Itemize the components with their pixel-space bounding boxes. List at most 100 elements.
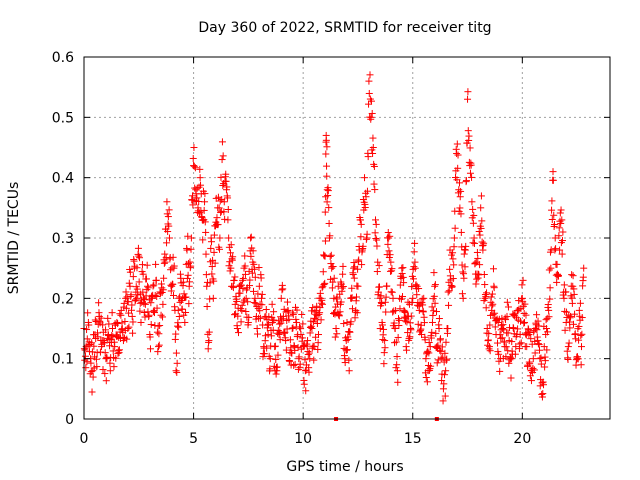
data-point [106,367,114,375]
data-point [367,113,375,121]
data-point [571,310,579,318]
data-point [382,293,390,301]
data-point [206,295,214,303]
data-point [247,234,255,242]
data-point [241,270,249,278]
data-point [274,327,282,335]
data-point [306,355,314,363]
data-point [365,77,373,85]
data-point [478,217,486,225]
data-point [214,221,222,229]
data-point [392,307,400,315]
data-point [486,321,494,329]
data-point [407,312,415,320]
data-point [580,264,588,272]
data-point [349,271,357,279]
data-point [207,238,215,246]
data-point [320,251,328,259]
data-point [462,177,470,185]
data-point [578,314,586,322]
data-point [476,231,484,239]
data-point [430,292,438,300]
data-point [450,234,458,242]
data-point [470,239,478,247]
data-point [428,303,436,311]
data-point [567,312,575,320]
data-point [163,198,171,206]
data-point [464,95,472,103]
data-point [175,323,183,331]
y-tick-label: 0.3 [52,231,74,247]
data-point [563,347,571,355]
data-point [110,363,118,371]
data-point [272,370,280,378]
data-point [129,318,137,326]
data-point [339,270,347,278]
data-point [521,300,529,308]
data-point [182,308,190,316]
data-point [531,337,539,345]
data-point [553,260,561,268]
data-point [565,339,573,347]
data-point [263,344,271,352]
data-point [301,356,309,364]
data-point [361,174,369,182]
data-point [297,325,305,333]
data-point [333,330,341,338]
data-point [562,288,570,296]
data-point [363,230,371,238]
data-point [450,243,458,251]
data-point [477,204,485,212]
data-point [298,310,306,318]
data-point [358,261,366,269]
data-point [305,368,313,376]
data-point [297,331,305,339]
data-point [108,325,116,332]
data-point [564,343,572,351]
data-point [161,258,169,266]
y-axis-label: SRMTID / TECUs [6,182,22,295]
data-point [347,294,355,302]
data-point [389,294,397,302]
data-point [555,224,563,232]
data-point [403,346,411,354]
data-point [495,350,503,358]
data-point [355,256,363,264]
data-point [315,310,323,318]
data-point [89,373,97,381]
data-point [203,303,211,311]
data-point [375,262,383,270]
data-point [541,357,549,365]
data-point [548,197,556,205]
data-point [456,204,464,212]
data-point [248,269,256,277]
data-point [517,317,525,325]
data-point [568,299,576,307]
data-point [304,351,312,359]
data-point [363,187,371,195]
data-point [371,186,379,194]
data-point [390,319,398,327]
data-point [317,316,325,324]
data-point [286,336,294,344]
data-point [139,270,147,278]
data-point [150,309,158,317]
data-point [315,331,323,339]
data-point [126,268,134,276]
data-point [534,337,542,345]
data-point [545,306,553,314]
data-point [556,246,564,254]
data-point [199,236,207,244]
data-point [431,281,439,289]
data-point [227,241,235,249]
x-tick-label: 5 [189,431,198,447]
data-point [106,359,114,367]
data-point [459,294,467,302]
data-point [457,187,465,195]
data-point [498,334,506,342]
data-point [338,284,346,292]
data-point [520,309,528,317]
data-point [183,246,191,254]
data-point [263,316,271,324]
data-point [385,234,393,242]
